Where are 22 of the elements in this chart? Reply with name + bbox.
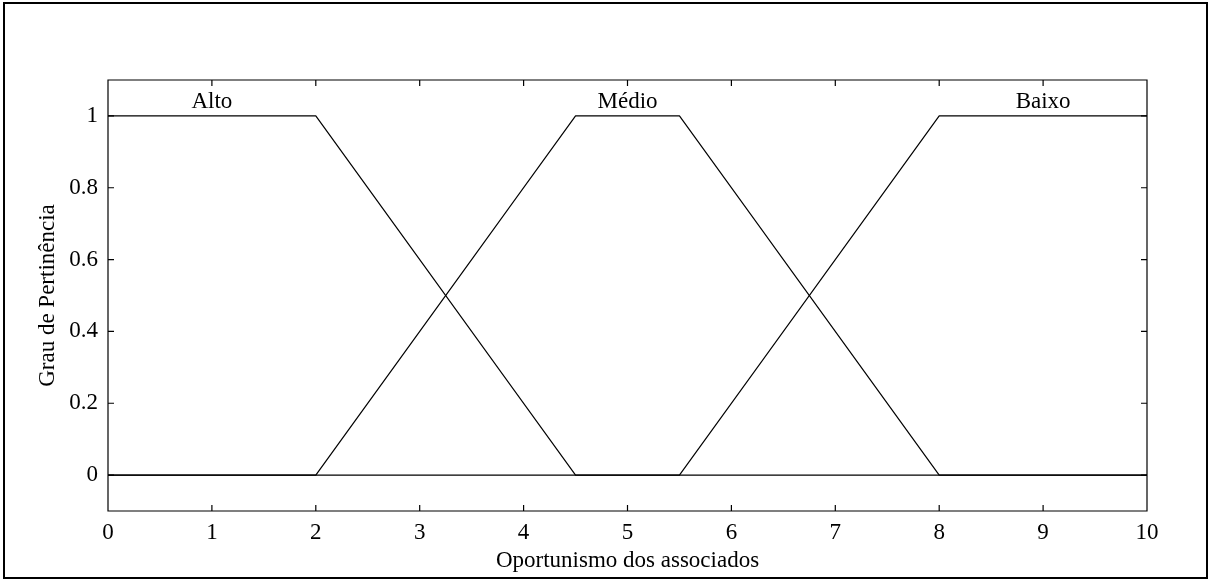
x-tick-label: 1 [206, 518, 218, 544]
series-label: Médio [597, 88, 658, 114]
y-tick-label: 0.8 [69, 173, 98, 199]
x-tick-label: 5 [621, 518, 634, 544]
x-tick-label: 9 [1037, 518, 1049, 544]
series-label: Alto [191, 88, 233, 114]
x-tick-label: 2 [310, 518, 322, 544]
x-axis-title: Oportunismo dos associados [495, 547, 760, 573]
y-tick-label: 1 [86, 101, 98, 127]
x-tick-label: 7 [829, 518, 842, 544]
y-tick-label: 0.4 [69, 317, 99, 343]
x-tick-label: 6 [725, 518, 738, 544]
y-tick-label: 0.2 [69, 389, 98, 415]
x-tick-label: 3 [413, 518, 426, 544]
series-label: Baixo [1015, 88, 1071, 114]
x-tick-label: 10 [1135, 518, 1159, 544]
y-tick-label: 0 [86, 461, 98, 487]
y-tick-label: 0.6 [69, 245, 98, 271]
x-tick-label: 4 [517, 518, 530, 544]
y-axis-title: Grau de Pertinência [33, 204, 59, 387]
x-tick-label: 0 [102, 518, 114, 544]
x-tick-label: 8 [933, 518, 945, 544]
